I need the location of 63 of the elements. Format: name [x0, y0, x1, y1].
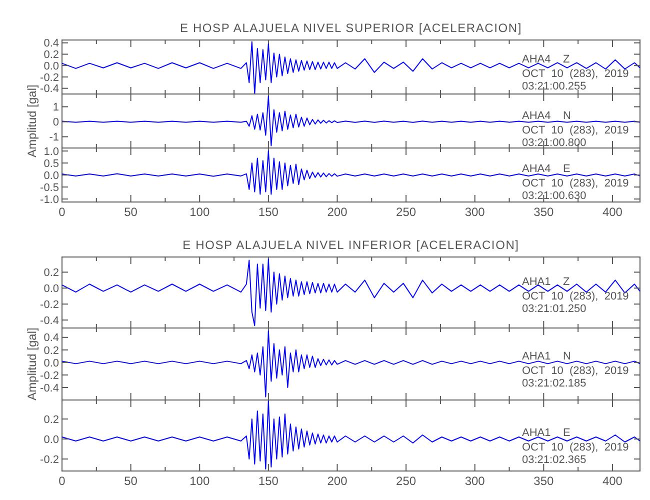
y-tick-label: 1.0 — [44, 146, 59, 158]
line-series — [62, 330, 640, 398]
x-tick-label: 150 — [258, 205, 279, 219]
y-tick-label: -1 — [49, 132, 59, 144]
y-tick-label: 0.0 — [44, 170, 59, 182]
y-tick-label: 0.4 — [44, 332, 59, 344]
y-tick-label: 0.2 — [44, 344, 59, 357]
x-tick-label: 350 — [534, 474, 554, 488]
x-tick-label: 100 — [190, 205, 210, 219]
x-tick-label: 350 — [534, 205, 554, 219]
annotation: 03:21:00.255 — [522, 80, 586, 93]
y-tick-label: 0.0 — [44, 357, 59, 370]
x-tick-label: 50 — [124, 205, 138, 219]
annotation: OCT 10 (283), 2019 — [522, 178, 629, 190]
x-tick-label: 300 — [464, 205, 486, 219]
y-tick-label: 1 — [52, 102, 59, 114]
y-axis-title: Amplitud [gal] — [25, 84, 39, 158]
y-tick-label: 0.2 — [44, 414, 59, 426]
annotation: AHA4 N — [522, 110, 571, 122]
chart-title: E HOSP ALAJUELA NIVEL SUPERIOR [ACELERACION] — [180, 21, 522, 35]
x-tick-label: 400 — [602, 474, 623, 488]
x-tick-label: 100 — [190, 474, 210, 488]
annotation: 03:21:02.365 — [522, 454, 586, 466]
annotation: OCT 10 (283), 2019 — [522, 442, 629, 454]
annotation: AHA4 E — [522, 163, 570, 175]
y-tick-label: 0.0 — [44, 282, 59, 295]
y-tick-label: -0.4 — [40, 314, 59, 327]
annotation: AHA1 N — [522, 350, 571, 362]
y-tick-label: 0.0 — [44, 60, 59, 72]
y-tick-label: -0.2 — [40, 370, 59, 382]
annotation: OCT 10 (283), 2019 — [522, 364, 629, 377]
y-tick-label: -0.4 — [40, 382, 59, 394]
annotation: OCT 10 (283), 2019 — [522, 290, 629, 303]
annotation: 03:21:02.185 — [522, 377, 586, 390]
annotation: AHA1 Z — [522, 276, 570, 288]
x-tick-label: 200 — [327, 205, 348, 219]
y-tick-label: 0.2 — [44, 267, 59, 280]
x-tick-label: 400 — [602, 205, 623, 219]
y-tick-label: -1.0 — [40, 194, 59, 206]
y-tick-label: 0.5 — [44, 158, 59, 170]
y-tick-label: -0.2 — [40, 72, 59, 84]
y-tick-label: -0.2 — [40, 454, 59, 466]
y-tick-label: -0.5 — [40, 182, 59, 194]
annotation: 03:21:00.630 — [522, 190, 586, 202]
chart-title: E HOSP ALAJUELA NIVEL INFERIOR [ACELERACION] — [182, 238, 520, 252]
annotation: OCT 10 (283), 2019 — [522, 124, 629, 136]
annotation: AHA4 Z — [522, 54, 570, 66]
x-tick-label: 250 — [396, 474, 416, 488]
y-tick-label: 0.2 — [44, 49, 59, 62]
y-tick-label: 0 — [52, 116, 59, 129]
annotation: 03:21:01.250 — [522, 303, 586, 316]
x-tick-label: 250 — [396, 205, 416, 219]
x-tick-label: 150 — [258, 474, 279, 488]
y-tick-label: 0.0 — [44, 434, 59, 446]
y-tick-label: -0.2 — [40, 298, 59, 311]
x-tick-label: 200 — [327, 474, 348, 488]
y-tick-label: -0.4 — [40, 83, 59, 96]
x-tick-label: 50 — [124, 474, 138, 488]
y-axis-title: Amplitud [gal] — [25, 328, 39, 400]
y-tick-label: 0.4 — [44, 38, 59, 50]
annotation: AHA1 E — [522, 427, 570, 439]
annotation: OCT 10 (283), 2019 — [522, 68, 629, 80]
x-tick-label: 300 — [464, 474, 486, 488]
